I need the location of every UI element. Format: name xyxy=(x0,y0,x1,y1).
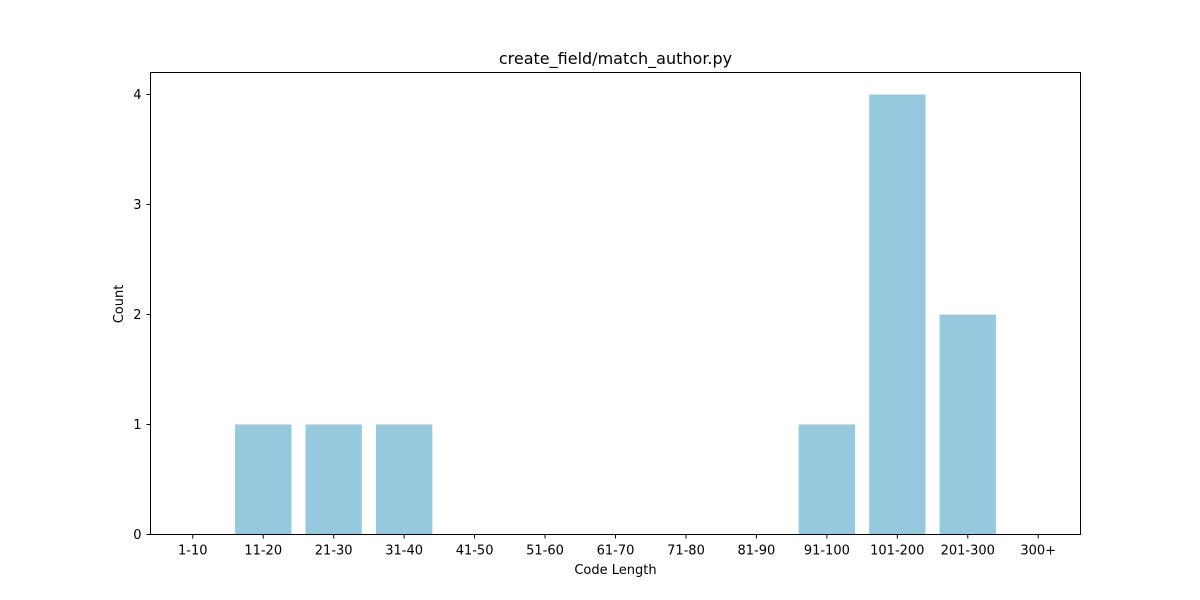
y-tick-label: 0 xyxy=(133,528,141,543)
y-tick-label: 1 xyxy=(133,418,141,433)
y-axis-label: Count xyxy=(112,285,127,324)
y-axis-ticks: 0 1 2 3 4 xyxy=(133,88,151,543)
x-tick-label: 71-80 xyxy=(667,544,705,559)
x-axis-label: Code Length xyxy=(574,563,656,578)
bar-21-30 xyxy=(305,424,362,535)
x-tick-label: 91-100 xyxy=(804,544,850,559)
x-tick-label: 81-90 xyxy=(738,544,776,559)
bar-91-100 xyxy=(798,424,856,535)
bar-101-200 xyxy=(869,94,926,535)
x-tick-label: 41-50 xyxy=(456,544,494,559)
x-tick-label: 31-40 xyxy=(385,544,423,559)
x-tick-label: 101-200 xyxy=(870,544,924,559)
y-tick-label: 2 xyxy=(133,308,141,323)
x-tick-label: 21-30 xyxy=(315,544,353,559)
x-tick-label: 300+ xyxy=(1020,544,1056,559)
x-tick-label: 201-300 xyxy=(941,544,995,559)
y-tick-label: 3 xyxy=(133,198,141,213)
plot-frame xyxy=(150,72,1081,535)
bar-201-300 xyxy=(939,314,996,535)
bars xyxy=(235,94,996,535)
bar-31-40 xyxy=(375,424,433,535)
x-tick-label: 11-20 xyxy=(244,544,282,559)
bar-11-20 xyxy=(235,424,292,535)
x-tick-label: 51-60 xyxy=(526,544,564,559)
x-tick-label: 1-10 xyxy=(178,544,208,559)
y-tick-label: 4 xyxy=(133,88,141,103)
x-tick-label: 61-70 xyxy=(597,544,635,559)
chart-title: create_field/match_author.py xyxy=(499,49,732,69)
x-axis-ticks: 1-10 11-20 21-30 31-40 41-50 51-60 61-70 71-80 8… xyxy=(178,534,1056,559)
